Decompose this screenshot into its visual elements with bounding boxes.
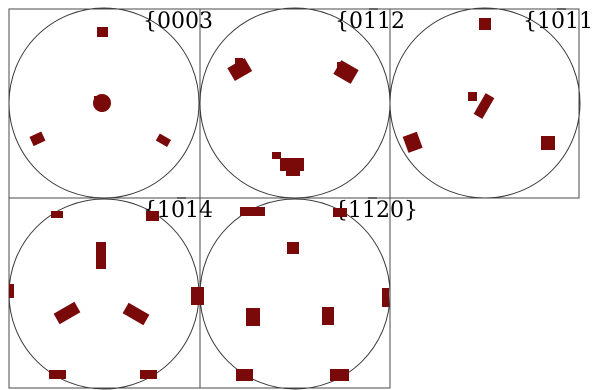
pole-marker	[287, 242, 299, 254]
svg-text:{0003: {0003	[143, 9, 213, 34]
label-01-12: {0112	[335, 8, 405, 34]
pole-marker	[280, 158, 304, 171]
pole-marker	[227, 58, 253, 82]
projection-circle-10-11	[389, 7, 581, 199]
poles-01-12	[227, 58, 359, 176]
pole-marker	[240, 207, 265, 216]
svg-text:{0112: {0112	[335, 9, 405, 34]
pole-marker	[468, 92, 477, 101]
pole-marker	[330, 369, 349, 381]
pole-marker	[286, 168, 300, 176]
pole-marker	[236, 369, 253, 381]
pole-marker	[479, 18, 491, 30]
pole-marker	[333, 208, 347, 217]
pole-marker	[200, 287, 204, 305]
pole-marker	[235, 58, 243, 66]
poles-11-20	[200, 207, 389, 381]
pole-marker	[402, 131, 423, 153]
pole-marker	[322, 307, 334, 325]
svg-text:{1120}: {1120}	[334, 198, 418, 223]
pole-marker	[97, 27, 108, 37]
svg-text:{1011}: {1011}	[523, 9, 593, 34]
projection-circle-0003	[8, 7, 200, 199]
projection-circle-11-20	[199, 198, 391, 390]
pole-marker	[191, 287, 200, 305]
poles-10-11	[402, 18, 555, 153]
pole-marker	[146, 211, 159, 221]
pole-marker	[53, 301, 81, 325]
pole-marker	[51, 211, 63, 218]
pole-marker	[49, 370, 66, 379]
pole-marker	[155, 133, 172, 147]
pole-marker	[272, 152, 281, 159]
pole-marker	[246, 308, 260, 326]
poles-0003	[29, 27, 172, 147]
pole-marker	[29, 131, 46, 147]
pole-marker	[9, 284, 14, 298]
pole-marker	[337, 62, 344, 69]
poles-10-14	[9, 211, 200, 379]
label-10-11: {1011}	[523, 8, 593, 34]
pole-marker	[473, 93, 495, 119]
label-11-20: {1120}	[334, 197, 418, 223]
projection-circle-10-14	[8, 198, 200, 390]
pole-marker	[541, 136, 555, 150]
pole-marker	[94, 96, 100, 103]
pole-marker	[140, 370, 157, 379]
label-0003: {0003	[143, 9, 213, 34]
pole-marker	[122, 302, 150, 326]
pole-marker	[96, 242, 106, 269]
pole-marker	[382, 288, 389, 307]
